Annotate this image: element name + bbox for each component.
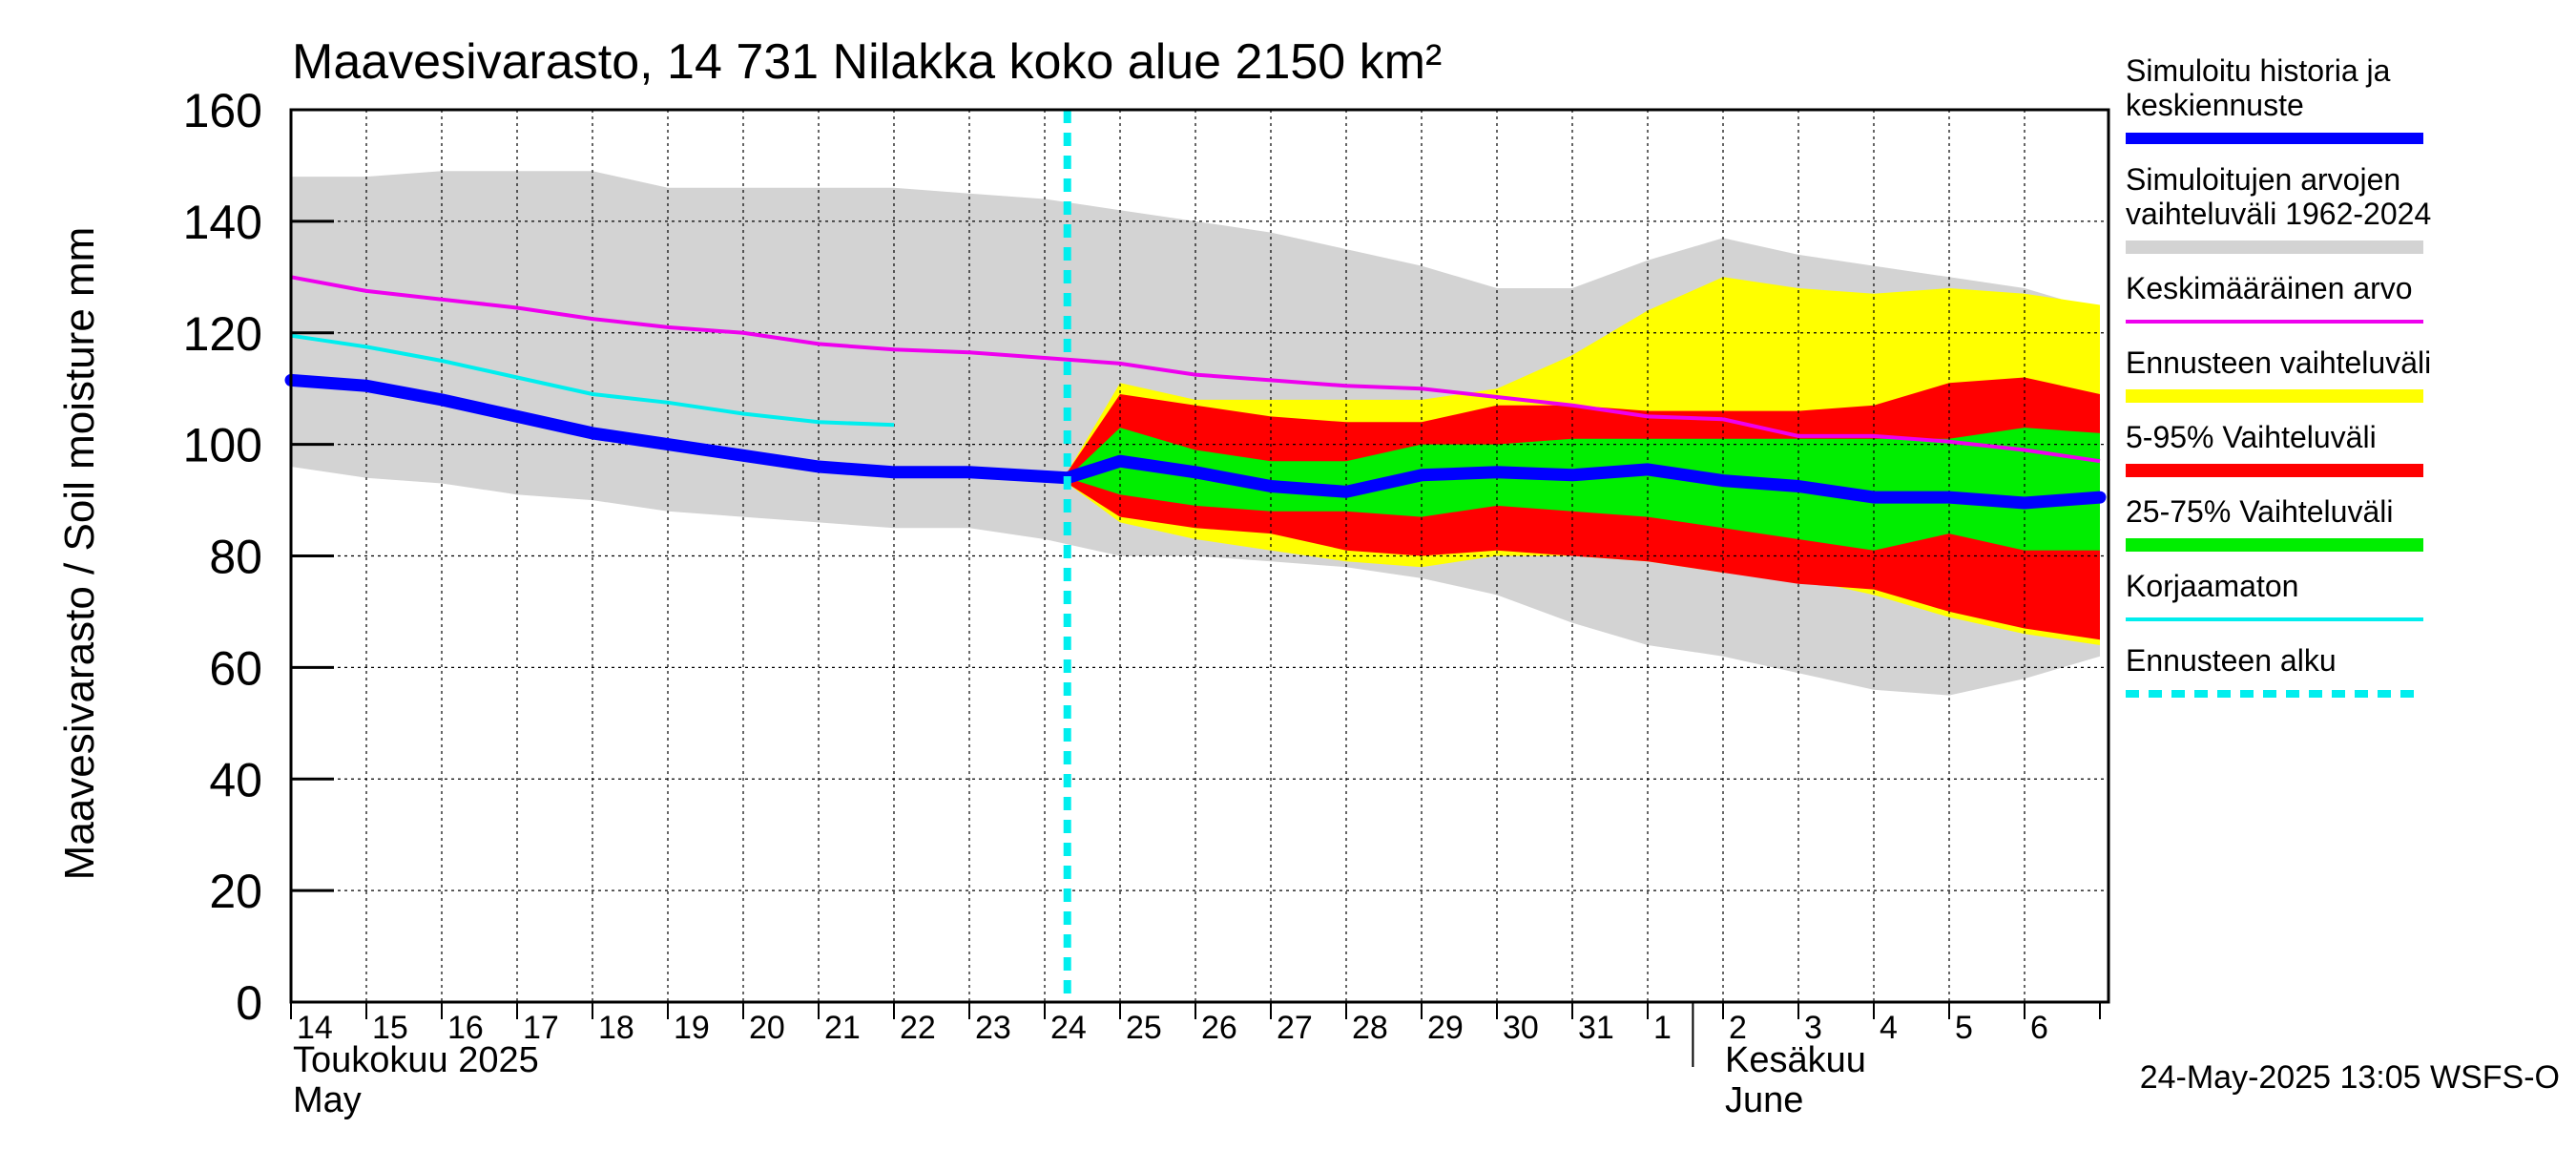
x-day-label: 15 xyxy=(372,1010,408,1046)
y-tick-label: 80 xyxy=(209,531,262,584)
history-median-line xyxy=(284,373,2107,510)
legend-label-hist_range: Simuloitujen arvojen xyxy=(2126,162,2400,197)
month-label-english: June xyxy=(1725,1080,1803,1120)
x-day-label: 24 xyxy=(1050,1010,1087,1046)
x-day-label: 29 xyxy=(1427,1010,1464,1046)
y-tick-label: 160 xyxy=(183,84,262,137)
y-tick-label: 100 xyxy=(183,419,262,472)
x-day-label: 5 xyxy=(1955,1010,1973,1046)
timestamp-label: 24-May-2025 13:05 WSFS-O xyxy=(2140,1059,2560,1096)
x-day-label: 19 xyxy=(674,1010,710,1046)
y-tick-label: 60 xyxy=(209,641,262,695)
x-day-label: 25 xyxy=(1126,1010,1162,1046)
x-day-label: 28 xyxy=(1352,1010,1388,1046)
month-label: Kesäkuu xyxy=(1725,1040,1866,1080)
chart-title: Maavesivarasto, 14 731 Nilakka koko alue… xyxy=(292,34,1442,90)
x-day-label: 6 xyxy=(2030,1010,2048,1046)
legend-label-p5_95: 5-95% Vaihteluväli xyxy=(2126,420,2377,454)
legend-label-uncorrected: Korjaamaton xyxy=(2126,569,2298,603)
legend-label-mean: Keskimääräinen arvo xyxy=(2126,271,2413,305)
y-tick-label: 40 xyxy=(209,753,262,806)
x-day-label: 23 xyxy=(975,1010,1011,1046)
month-label: Toukokuu 2025 xyxy=(293,1040,539,1080)
x-day-label: 22 xyxy=(900,1010,936,1046)
x-day-label: 18 xyxy=(598,1010,634,1046)
mean-line xyxy=(290,275,2101,464)
grid-layer xyxy=(291,110,2109,1002)
legend-label-forecast_range: Ennusteen vaihteluväli xyxy=(2126,345,2431,380)
legend-label-history: Simuloitu historia ja xyxy=(2126,53,2391,88)
legend-label-forecast_start: Ennusteen alku xyxy=(2126,643,2337,678)
x-day-label: 17 xyxy=(523,1010,559,1046)
x-day-label: 26 xyxy=(1201,1010,1237,1046)
lines-layer xyxy=(284,110,2107,1002)
percentile-25-75-band xyxy=(1067,428,2100,551)
month-label-english: May xyxy=(293,1080,362,1120)
x-day-label: 2 xyxy=(1729,1010,1747,1046)
x-day-label: 21 xyxy=(824,1010,861,1046)
x-day-label: 27 xyxy=(1277,1010,1313,1046)
uncorrected-line xyxy=(290,333,895,428)
y-tick-label: 0 xyxy=(236,976,262,1030)
x-day-label: 14 xyxy=(297,1010,333,1046)
x-day-label: 4 xyxy=(1880,1010,1898,1046)
y-tick-label: 120 xyxy=(183,307,262,361)
x-day-label: 31 xyxy=(1578,1010,1614,1046)
x-day-label: 1 xyxy=(1653,1010,1672,1046)
legend-label-hist_range: vaihteluväli 1962-2024 xyxy=(2126,197,2431,231)
x-day-label: 3 xyxy=(1804,1010,1822,1046)
x-day-label: 30 xyxy=(1503,1010,1539,1046)
y-axis-label: Maavesivarasto / Soil moisture mm xyxy=(56,227,103,881)
legend-label-history: keskiennuste xyxy=(2126,88,2304,122)
y-tick-label: 20 xyxy=(209,865,262,918)
y-tick-label: 140 xyxy=(183,196,262,249)
x-day-label: 20 xyxy=(749,1010,785,1046)
legend-label-p25_75: 25-75% Vaihteluväli xyxy=(2126,494,2393,529)
x-day-label: 16 xyxy=(447,1010,484,1046)
